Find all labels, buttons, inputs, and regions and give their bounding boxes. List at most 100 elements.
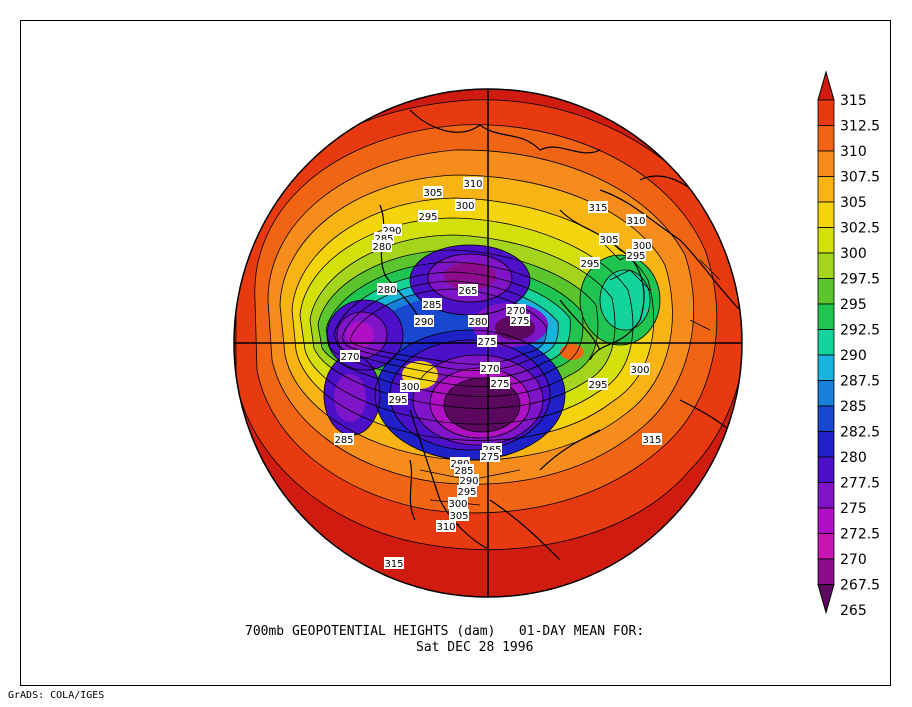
- contour-label: 290: [414, 315, 434, 328]
- colorbar: 315 312.5 310 307.5 305 302.5 300 297.5 295 292.5…: [817, 70, 880, 619]
- colorbar-swatch: [817, 227, 835, 254]
- colorbar-tick-label: 302.5: [840, 221, 880, 237]
- contour-label-text: 315: [642, 435, 661, 446]
- colorbar-tick-label: 265: [840, 603, 867, 619]
- colorbar-swatch: [817, 456, 835, 483]
- contour-label-text: 300: [630, 365, 649, 376]
- contour-label-text: 275: [510, 316, 529, 327]
- contour-label-text: 285: [374, 234, 393, 245]
- contour-label-text: 285: [454, 466, 473, 477]
- contour-label-text: 290: [382, 226, 401, 237]
- contour-label: 295: [388, 393, 408, 406]
- contour-label-text: 295: [388, 395, 407, 406]
- colorbar-swatch: [817, 533, 835, 560]
- contour-label-text: 300: [400, 382, 419, 393]
- east-ridge-290: [600, 270, 650, 330]
- contour-label: 285: [454, 464, 474, 477]
- colorbar-tick-label: 305: [840, 195, 867, 211]
- contour-label-text: 295: [580, 259, 599, 270]
- contour-label-text: 270: [480, 364, 499, 375]
- contour-label: 265: [458, 284, 478, 297]
- contour-label: 300: [400, 380, 420, 393]
- contour-label: 305: [449, 509, 469, 522]
- contour-label: 275: [477, 335, 497, 348]
- contour-label: 300: [632, 239, 652, 252]
- contour-label-text: 310: [436, 522, 455, 533]
- colorbar-tick-label: 280: [840, 450, 867, 466]
- colorbar-tick-label: 315: [840, 93, 867, 109]
- contour-label-text: 290: [459, 476, 478, 487]
- small-high: [560, 344, 584, 360]
- colorbar-tick-label: 307.5: [840, 170, 880, 186]
- west-low-272: [346, 322, 374, 348]
- contour-label: 275: [490, 377, 510, 390]
- colorbar-tick-label: 292.5: [840, 323, 880, 339]
- contour-label: 285: [422, 298, 442, 311]
- contour-label: 280: [377, 283, 397, 296]
- colorbar-swatch: [817, 482, 835, 509]
- contour-label: 285: [334, 433, 354, 446]
- low-core-265: [444, 378, 520, 432]
- contour-label: 290: [459, 474, 479, 487]
- colorbar-swatch: [817, 354, 835, 381]
- colorbar-tick-label: 275: [840, 501, 867, 517]
- contour-label: 270: [480, 362, 500, 375]
- upper-low-267: [444, 262, 496, 290]
- colorbar-swatch: [817, 252, 835, 279]
- contour-label: 315: [384, 557, 404, 570]
- contour-label-text: 275: [477, 337, 496, 348]
- caption-title: 700mb GEOPOTENTIAL HEIGHTS (dam) 01-DAY …: [245, 624, 645, 639]
- contour-label-text: 295: [626, 251, 645, 262]
- contour-label-text: 280: [377, 285, 396, 296]
- colorbar-tick-label: 285: [840, 399, 867, 415]
- contour-label: 270: [506, 304, 526, 317]
- contour-label: 300: [455, 199, 475, 212]
- colorbar-swatch: [817, 380, 835, 407]
- colorbar-tick-label: 277.5: [840, 476, 880, 492]
- contour-label-text: 305: [423, 188, 442, 199]
- colorbar-swatch: [817, 329, 835, 356]
- contour-label-text: 300: [455, 201, 474, 212]
- colorbar-tick-label: 287.5: [840, 374, 880, 390]
- colorbar-tick-label: 295: [840, 297, 867, 313]
- colorbar-tick-label: 312.5: [840, 119, 880, 135]
- contour-label-text: 305: [599, 235, 618, 246]
- colorbar-top-arrow: [817, 70, 835, 101]
- colorbar-tick-label: 290: [840, 348, 867, 364]
- colorbar-swatch: [817, 176, 835, 203]
- contour-label: 305: [599, 233, 619, 246]
- colorbar-swatch: [817, 303, 835, 330]
- colorbar-swatch: [817, 431, 835, 458]
- footer-credit: GrADS: COLA/IGES: [8, 690, 105, 701]
- contour-label-text: 295: [457, 487, 476, 498]
- contour-label: 310: [626, 214, 646, 227]
- contour-label-text: 270: [340, 352, 359, 363]
- colorbar-swatch: [817, 125, 835, 152]
- contour-label-text: 280: [468, 317, 487, 328]
- contour-label-text: 275: [480, 452, 499, 463]
- contour-label: 270: [340, 350, 360, 363]
- contour-label: 275: [510, 314, 530, 327]
- colorbar-swatch: [817, 405, 835, 432]
- colorbar-swatch: [817, 558, 835, 585]
- caption-date: Sat DEC 28 1996: [416, 640, 534, 655]
- contour-label: 295: [588, 378, 608, 391]
- contour-lines: [235, 99, 742, 551]
- contour-label-text: 300: [448, 499, 467, 510]
- contour-label-text: 280: [372, 242, 391, 253]
- contour-label-text: 285: [334, 435, 353, 446]
- contour-label: 315: [642, 433, 662, 446]
- contour-label-text: 290: [414, 317, 433, 328]
- contour-label: 295: [580, 257, 600, 270]
- contour-label-text: 310: [626, 216, 645, 227]
- contour-label: 315: [588, 201, 608, 214]
- colorbar-bottom-arrow: [817, 584, 835, 615]
- contour-label: 280: [468, 315, 488, 328]
- contour-label: 295: [418, 210, 438, 223]
- contour-label: 300: [630, 363, 650, 376]
- colorbar-tick-label: 310: [840, 144, 867, 160]
- contour-label-text: 305: [449, 511, 468, 522]
- plot-frame: [20, 20, 891, 686]
- contour-label-text: 285: [422, 300, 441, 311]
